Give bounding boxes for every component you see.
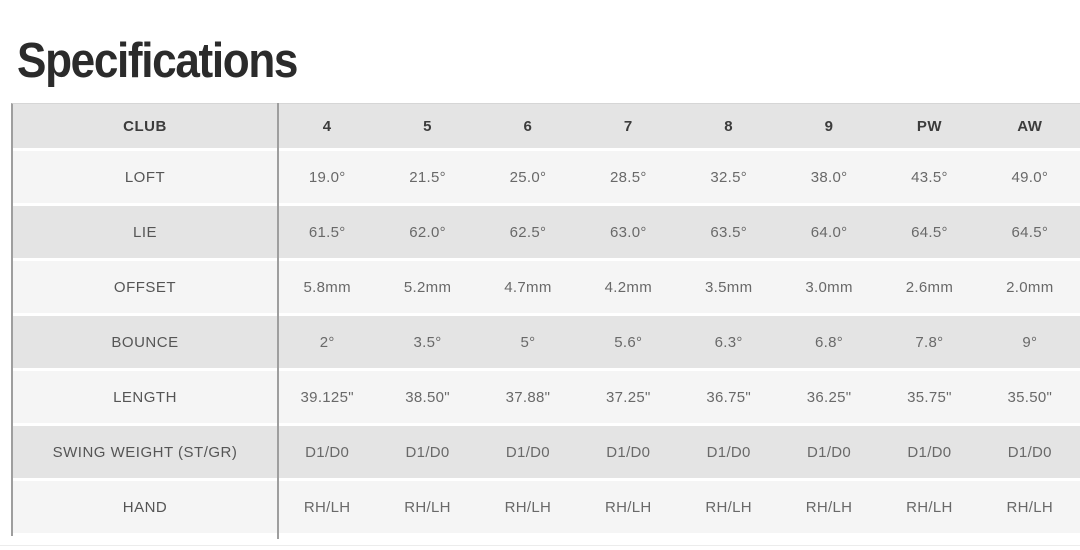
value-cell: RH/LH — [404, 498, 451, 516]
value-cell: RH/LH — [705, 498, 752, 516]
table-body: LOFT 19.0° 21.5° 25.0° 28.5° 32.5° 38.0° 43.5° 4… — [13, 151, 1080, 536]
value-cell: 4.7mm — [504, 278, 552, 296]
value-cell: 38.50" — [405, 388, 450, 406]
value-cell: 3.5° — [413, 333, 442, 351]
value-cell: RH/LH — [303, 498, 351, 516]
value-cell: 9° — [1022, 333, 1038, 351]
value-cell: RH/LH — [906, 498, 953, 516]
value-cell: D1/D0 — [405, 443, 450, 461]
value-cell: 37.88" — [505, 388, 551, 406]
value-cell: 38.0° — [810, 168, 848, 186]
header-column-cell: 6 — [523, 117, 533, 135]
header-column-cell: AW — [1017, 117, 1043, 135]
row-label: HAND — [122, 498, 168, 516]
row-label: LOFT — [124, 168, 166, 186]
header-column-cell: 4 — [322, 117, 332, 135]
value-cell: RH/LH — [1006, 498, 1054, 516]
header-column-cell: 9 — [824, 117, 834, 135]
table-header-row: CLUB 4 5 6 7 8 9 PW AW — [13, 104, 1080, 151]
header-column-cell: PW — [916, 117, 943, 135]
value-cell: 2.6mm — [905, 278, 954, 296]
value-cell: 32.5° — [710, 168, 748, 186]
column-divider — [277, 103, 279, 539]
value-cell: 35.50" — [1007, 388, 1053, 406]
row-label: LIE — [132, 223, 157, 241]
value-cell: 6.3° — [714, 333, 743, 351]
value-cell: 62.0° — [409, 223, 446, 241]
value-cell: RH/LH — [605, 498, 652, 516]
value-cell: 25.0° — [509, 168, 547, 186]
value-cell: 64.0° — [810, 223, 848, 241]
header-column-cell: 5 — [423, 117, 432, 135]
header-column-cell: 8 — [724, 117, 734, 135]
value-cell: 3.0mm — [805, 278, 853, 296]
value-cell: D1/D0 — [1007, 443, 1052, 461]
value-cell: 5.2mm — [403, 278, 452, 296]
value-cell: 5.8mm — [303, 278, 351, 296]
value-cell: D1/D0 — [606, 443, 651, 461]
value-cell: 19.0° — [308, 168, 346, 186]
row-label: SWING WEIGHT (ST/GR) — [52, 443, 238, 461]
page-title: Specifications — [17, 33, 298, 88]
value-cell: D1/D0 — [706, 443, 751, 461]
spec-table: CLUB 4 5 6 7 8 9 PW AW LOFT 19.0° 21.5° 25.0° 28.5° 3… — [11, 103, 1080, 539]
table-row: BOUNCE 2° 3.5° 5° 5.6° 6.3° 6.8° 7.8° 9° — [13, 316, 1080, 371]
value-cell: 5.6° — [614, 333, 643, 351]
value-cell: D1/D0 — [907, 443, 952, 461]
value-cell: D1/D0 — [305, 443, 350, 461]
value-cell: 4.2mm — [604, 278, 652, 296]
value-cell: 43.5° — [911, 168, 948, 186]
value-cell: RH/LH — [504, 498, 552, 516]
value-cell: 21.5° — [409, 168, 446, 186]
table-row: LOFT 19.0° 21.5° 25.0° 28.5° 32.5° 38.0° 43.5° 4… — [13, 151, 1080, 206]
value-cell: 2° — [319, 333, 335, 351]
value-cell: 61.5° — [308, 223, 346, 241]
value-cell: 6.8° — [815, 333, 844, 351]
value-cell: RH/LH — [805, 498, 853, 516]
value-cell: 64.5° — [911, 223, 948, 241]
header-column-cell: 7 — [623, 117, 633, 135]
value-cell: 7.8° — [915, 333, 944, 351]
table-row: HAND RH/LH RH/LH RH/LH RH/LH RH/LH RH/LH RH/LH R… — [13, 481, 1080, 536]
value-cell: 2.0mm — [1006, 278, 1054, 296]
value-cell: 62.5° — [509, 223, 547, 241]
value-cell: 28.5° — [609, 168, 647, 186]
value-cell: 36.25" — [806, 388, 852, 406]
value-cell: 36.75" — [706, 388, 752, 406]
value-cell: D1/D0 — [505, 443, 550, 461]
value-cell: D1/D0 — [807, 443, 852, 461]
row-label: OFFSET — [113, 278, 177, 296]
row-label: LENGTH — [113, 388, 177, 406]
value-cell: 37.25" — [605, 388, 651, 406]
header-club-cell: CLUB — [123, 117, 167, 135]
table-row: LIE 61.5° 62.0° 62.5° 63.0° 63.5° 64.0° 64.5° 64… — [13, 206, 1080, 261]
value-cell: 35.75" — [907, 388, 952, 406]
value-cell: 63.0° — [609, 223, 647, 241]
value-cell: 5° — [520, 333, 536, 351]
value-cell: 64.5° — [1011, 223, 1049, 241]
value-cell: 63.5° — [710, 223, 748, 241]
row-label: BOUNCE — [111, 333, 179, 351]
bottom-divider-line — [0, 545, 1080, 546]
value-cell: 49.0° — [1011, 168, 1049, 186]
table-row: OFFSET 5.8mm 5.2mm 4.7mm 4.2mm 3.5mm 3.0mm 2.6m… — [13, 261, 1080, 316]
table-row: LENGTH 39.125" 38.50" 37.88" 37.25" 36.75" 36.… — [13, 371, 1080, 426]
table-row: SWING WEIGHT (ST/GR) D1/D0 D1/D0 D1/D0 D1/D0… — [13, 426, 1080, 481]
value-cell: 3.5mm — [705, 278, 753, 296]
value-cell: 39.125" — [300, 388, 354, 406]
